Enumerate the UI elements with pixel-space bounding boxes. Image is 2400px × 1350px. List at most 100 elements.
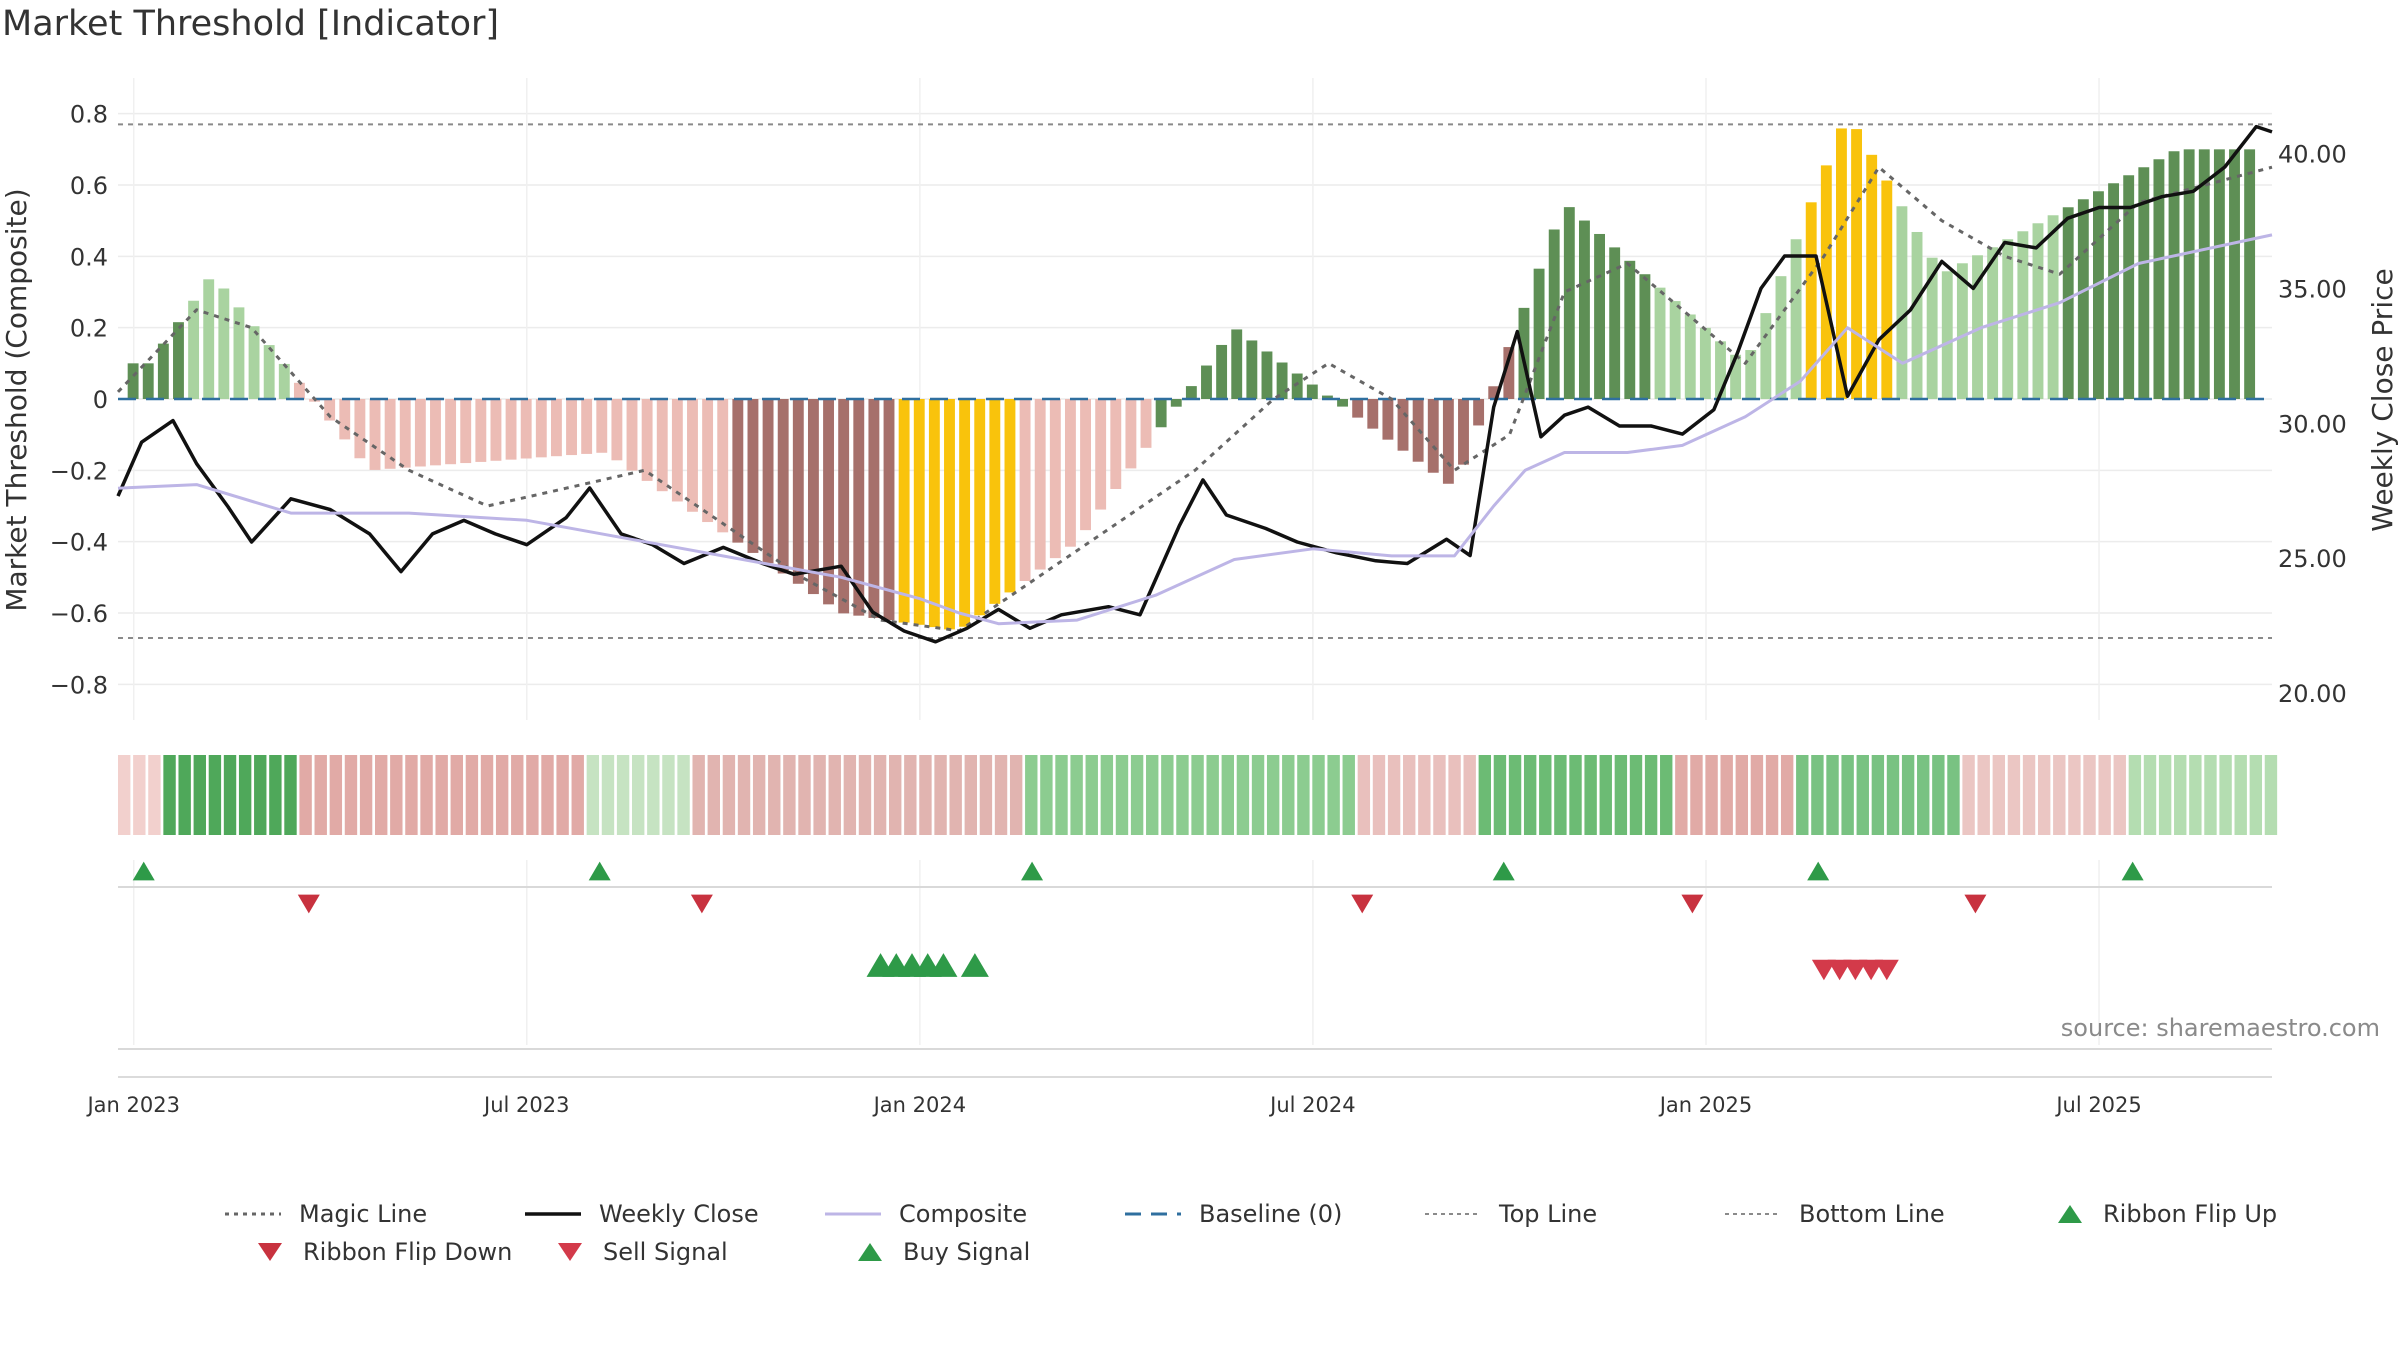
ribbon-cell bbox=[1720, 755, 1733, 835]
composite-bar bbox=[1820, 165, 1832, 399]
ribbon-cell bbox=[873, 755, 887, 835]
composite-bar bbox=[1972, 255, 1983, 399]
composite-bar bbox=[2138, 167, 2150, 399]
composite-bar bbox=[717, 399, 729, 533]
ribbon-cell bbox=[405, 755, 418, 835]
ribbon-cell bbox=[1433, 755, 1446, 835]
y-tick-label: −0.8 bbox=[50, 671, 108, 699]
ribbon-cell bbox=[601, 755, 615, 835]
composite-bar bbox=[233, 307, 245, 399]
ribbon-cell bbox=[511, 755, 524, 835]
composite-bar bbox=[1125, 399, 1137, 469]
legend-item: Top Line bbox=[1425, 1196, 1597, 1232]
composite-bar bbox=[1715, 341, 1726, 399]
composite-bar bbox=[505, 399, 517, 460]
ribbon-cell bbox=[2143, 755, 2157, 835]
composite-bar bbox=[2213, 149, 2225, 399]
chart-title: Market Threshold [Indicator] bbox=[2, 4, 500, 44]
ribbon-cell bbox=[1629, 755, 1643, 835]
ribbon-cell bbox=[1735, 755, 1749, 835]
ribbon-cell bbox=[949, 755, 962, 835]
composite-bar bbox=[1563, 207, 1575, 399]
ribbon-cell bbox=[1660, 755, 1673, 835]
x-tick-label: Jul 2024 bbox=[1268, 1093, 1355, 1117]
ribbon-cell bbox=[1599, 755, 1612, 835]
ribbon-cell bbox=[1191, 755, 1204, 835]
composite-bar bbox=[823, 399, 834, 605]
ribbon-cell bbox=[2053, 755, 2066, 835]
composite-bar bbox=[913, 399, 925, 625]
ribbon-cell bbox=[1539, 755, 1552, 835]
ribbon-cell bbox=[662, 755, 675, 835]
composite-bar bbox=[1609, 247, 1621, 399]
composite-bar bbox=[354, 399, 366, 459]
composite-bar bbox=[838, 399, 850, 614]
y-tick-label: 0.8 bbox=[70, 101, 108, 129]
legend-item: Baseline (0) bbox=[1125, 1196, 1342, 1232]
ribbon-cell bbox=[2249, 755, 2263, 835]
composite-bars bbox=[127, 128, 2256, 630]
composite-bar bbox=[218, 288, 230, 399]
ribbon-cell bbox=[1569, 755, 1582, 835]
composite-bar bbox=[1321, 395, 1333, 399]
ribbon-cell bbox=[1523, 755, 1537, 835]
ribbon-flip-up-marker bbox=[1021, 861, 1044, 881]
legend-item: Buy Signal bbox=[855, 1234, 1030, 1270]
solid-line-icon bbox=[825, 1212, 881, 1216]
ribbon-cell bbox=[722, 755, 736, 835]
triangle-down-icon bbox=[558, 1243, 582, 1261]
ribbon-cell bbox=[632, 755, 645, 835]
composite-bar bbox=[1427, 399, 1439, 473]
solid-line-icon bbox=[525, 1212, 581, 1216]
sell-signal-marker bbox=[1843, 959, 1868, 981]
ribbon-cell bbox=[1161, 755, 1174, 835]
ribbon-flip-up-marker bbox=[588, 861, 611, 881]
composite-bar bbox=[2108, 183, 2120, 399]
composite-bar bbox=[399, 399, 411, 468]
ribbon-flip-up-marker bbox=[1807, 861, 1830, 881]
y2-tick-label: 30.00 bbox=[2278, 410, 2347, 438]
ribbon-cell bbox=[1947, 755, 1960, 835]
ribbon-cell bbox=[1176, 755, 1189, 835]
ribbon-cell bbox=[193, 755, 206, 835]
composite-bar bbox=[248, 326, 260, 399]
legend-item: Magic Line bbox=[225, 1196, 427, 1232]
composite-bar bbox=[293, 382, 305, 399]
ribbon-cell bbox=[964, 755, 977, 835]
composite-bar bbox=[203, 279, 215, 399]
composite-bar bbox=[384, 399, 396, 469]
ribbon-cell bbox=[828, 755, 841, 835]
y-tick-label: 0 bbox=[93, 386, 108, 414]
composite-bar bbox=[1669, 301, 1681, 399]
legend-item: Ribbon Flip Down bbox=[255, 1234, 512, 1270]
x-tick-label: Jul 2025 bbox=[2054, 1093, 2141, 1117]
composite-bar bbox=[1851, 129, 1863, 399]
legend-label: Composite bbox=[899, 1200, 1028, 1228]
composite-bar bbox=[1911, 231, 1923, 399]
ribbon-cell bbox=[783, 755, 796, 835]
ribbon-cell bbox=[465, 755, 479, 835]
composite-bar bbox=[1866, 154, 1878, 399]
composite-bar bbox=[611, 399, 623, 461]
ribbon-cell bbox=[616, 755, 630, 835]
legend-label: Ribbon Flip Down bbox=[303, 1238, 513, 1266]
y-tick-label: 0.2 bbox=[70, 315, 108, 343]
ribbon-cell bbox=[979, 755, 993, 835]
ribbon-cell bbox=[1992, 755, 2006, 835]
composite-bar bbox=[1730, 354, 1742, 399]
ribbon-cell bbox=[1841, 755, 1854, 835]
series-composite bbox=[117, 233, 2273, 626]
ribbon-cell bbox=[1871, 755, 1885, 835]
composite-bar bbox=[1291, 373, 1303, 399]
triangle-up-icon bbox=[2058, 1205, 2082, 1223]
ribbon-cell bbox=[1493, 755, 1507, 835]
ribbon-cell bbox=[1886, 755, 1900, 835]
composite-bar bbox=[1049, 399, 1061, 559]
composite-bar bbox=[550, 399, 562, 457]
composite-bar bbox=[807, 399, 819, 595]
signal-markers bbox=[118, 861, 2272, 1050]
composite-bar bbox=[263, 345, 275, 399]
ribbon-cell bbox=[2174, 755, 2187, 835]
ribbon-cell bbox=[1025, 755, 1038, 835]
